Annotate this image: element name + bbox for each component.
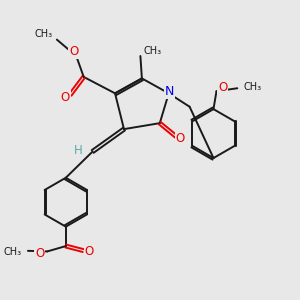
Text: H: H [74, 143, 83, 157]
Text: O: O [218, 81, 227, 94]
Text: CH₃: CH₃ [34, 29, 52, 39]
Text: CH₃: CH₃ [4, 247, 22, 257]
Text: N: N [165, 85, 174, 98]
Text: CH₃: CH₃ [144, 46, 162, 56]
Text: CH₃: CH₃ [244, 82, 262, 92]
Text: O: O [176, 132, 185, 145]
Text: O: O [35, 247, 44, 260]
Text: O: O [85, 244, 94, 258]
Text: O: O [61, 91, 70, 104]
Text: O: O [69, 45, 79, 58]
